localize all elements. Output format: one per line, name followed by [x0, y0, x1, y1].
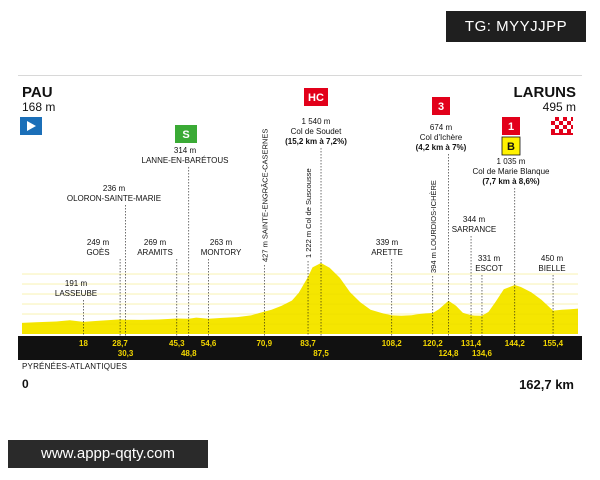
category-label-col-de-marie-blanque: 1 — [508, 121, 514, 133]
climb-altitude-col-de-soudet: 1 540 m — [302, 117, 331, 126]
town-name-aramits: ARAMITS — [137, 248, 173, 257]
town-altitude-aramits: 269 m — [144, 238, 167, 247]
distance-total-label: 162,7 km — [519, 377, 574, 392]
town-altitude-bielle: 450 m — [541, 254, 564, 263]
town-name-lasseube: LASSEUBE — [55, 289, 97, 298]
km-label-col-de-marie-blanque: 144,2 — [505, 339, 526, 348]
town-name-bielle: BIELLE — [538, 264, 565, 273]
km-label-col-de-suscousse: 83,7 — [300, 339, 316, 348]
watermark-url: www.appp-qqty.com — [8, 440, 208, 468]
category-badge-col-d-ich-re-icon — [432, 97, 450, 115]
km-label-col-de-soudet: 87,5 — [313, 349, 329, 358]
start-city: PAU — [22, 84, 53, 101]
km-label-col-d-ich-re: 124,8 — [438, 349, 459, 358]
vertical-label-lourdios-ich-re: 394 m LOURDIOS-ICHÈRE — [429, 180, 438, 273]
climb-name-col-d-ich-re: Col d'Ichère — [420, 133, 463, 142]
town-altitude-lanne-en-bar-tous: 314 m — [174, 146, 197, 155]
town-altitude-go-s: 249 m — [87, 238, 110, 247]
town-name-lanne-en-bar-tous: LANNE-EN-BARÉTOUS — [142, 156, 229, 165]
km-label-lourdios-ich-re: 120,2 — [423, 339, 444, 348]
sprint-label: S — [182, 129, 189, 141]
category-badge-col-de-soudet-icon — [304, 88, 328, 106]
km-label-lanne-en-bar-tous: 48,8 — [181, 349, 197, 358]
town-altitude-arette: 339 m — [376, 238, 399, 247]
climb-altitude-col-d-ich-re: 674 m — [430, 123, 453, 132]
start-altitude: 168 m — [22, 100, 56, 114]
km-label-escot: 134,6 — [472, 349, 493, 358]
km-label-montory: 54,6 — [201, 339, 217, 348]
vertical-label-col-de-suscousse: 1 222 m Col de Suscousse — [304, 168, 313, 258]
elevation-profile-area — [22, 263, 578, 334]
town-name-go-s: GOÈS — [86, 248, 109, 257]
town-name-arette: ARETTE — [371, 248, 403, 257]
town-altitude-oloron-sainte-marie: 236 m — [103, 184, 126, 193]
km-label-sarrance: 131,4 — [461, 339, 482, 348]
km-label-lasseube: 18 — [79, 339, 88, 348]
km-label-oloron-sainte-marie: 30,3 — [118, 349, 134, 358]
category-label-col-de-soudet: HC — [308, 92, 324, 104]
climb-detail-col-de-marie-blanque: (7,7 km à 8,6%) — [482, 177, 540, 186]
town-altitude-escot: 331 m — [478, 254, 501, 263]
region-label: PYRÉNÉES-ATLANTIQUES — [22, 362, 128, 371]
town-name-escot: ESCOT — [475, 264, 503, 273]
finish-checkered-flag-icon — [551, 117, 573, 135]
telegram-badge: TG: MYYJJPP — [446, 11, 586, 42]
climb-name-col-de-marie-blanque: Col de Marie Blanque — [473, 167, 550, 176]
town-altitude-montory: 263 m — [210, 238, 233, 247]
sprint-badge-icon — [175, 125, 197, 143]
vertical-label-sainte-engr-ce-casernes: 427 m SAINTE-ENGRÂCE-CASERNES — [260, 129, 269, 262]
km-label-aramits: 45,3 — [169, 339, 185, 348]
distance-start-label: 0 — [22, 377, 29, 391]
town-name-montory: MONTORY — [201, 248, 242, 257]
town-altitude-lasseube: 191 m — [65, 279, 88, 288]
bonus-badge-icon — [501, 136, 521, 156]
distance-band — [18, 336, 582, 360]
header-divider — [18, 75, 582, 76]
town-name-oloron-sainte-marie: OLORON-SAINTE-MARIE — [67, 194, 161, 203]
finish-altitude: 495 m — [542, 100, 576, 114]
km-label-bielle: 155,4 — [543, 339, 564, 348]
finish-city: LARUNS — [513, 84, 577, 101]
town-altitude-sarrance: 344 m — [463, 215, 486, 224]
climb-name-col-de-soudet: Col de Soudet — [291, 127, 342, 136]
climb-altitude-col-de-marie-blanque: 1 035 m — [497, 157, 526, 166]
km-label-sainte-engr-ce-casernes: 70,9 — [256, 339, 272, 348]
bonus-label: B — [507, 141, 515, 153]
town-name-sarrance: SARRANCE — [452, 225, 496, 234]
km-label-arette: 108,2 — [382, 339, 403, 348]
category-badge-col-de-marie-blanque-icon — [502, 117, 520, 135]
climb-detail-col-de-soudet: (15,2 km à 7,2%) — [285, 137, 347, 146]
climb-detail-col-d-ich-re: (4,2 km à 7%) — [416, 143, 467, 152]
start-flag-icon — [20, 117, 42, 135]
category-label-col-d-ich-re: 3 — [438, 101, 444, 113]
km-label-go-s: 28,7 — [112, 339, 128, 348]
